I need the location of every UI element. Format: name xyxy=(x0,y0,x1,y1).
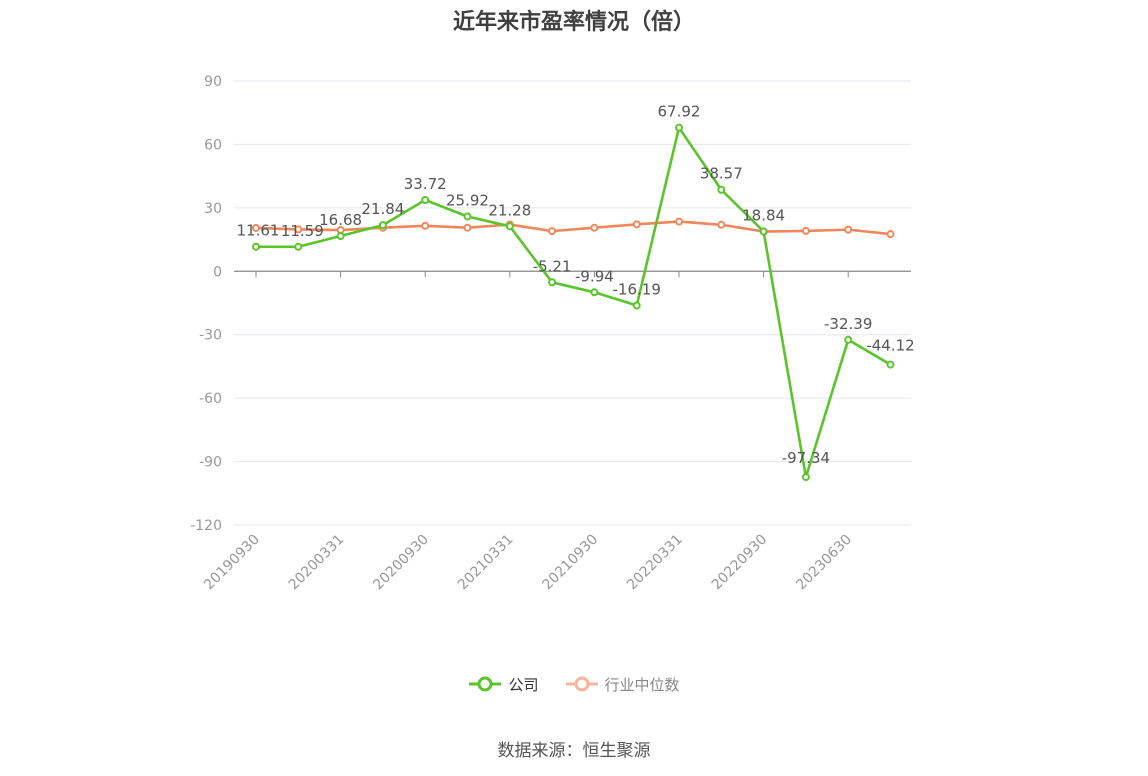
industry-point xyxy=(717,220,726,229)
data-label: 38.57 xyxy=(700,165,743,183)
y-tick-label: -60 xyxy=(199,391,222,407)
x-tick-label: 20200331 xyxy=(286,532,348,594)
data-label: 25.92 xyxy=(446,191,489,209)
industry-point xyxy=(252,223,260,232)
data-label: -16.19 xyxy=(613,281,661,299)
x-tick-label: 20220930 xyxy=(709,532,771,594)
data-label: -97.34 xyxy=(782,449,830,467)
x-tick-label: 20210331 xyxy=(455,532,517,594)
data-label: 11.61 xyxy=(237,222,280,240)
company-point xyxy=(632,301,641,310)
legend-industry-line-icon xyxy=(565,676,598,692)
industry-point xyxy=(886,230,895,239)
company-point xyxy=(801,473,810,482)
company-point xyxy=(378,221,387,230)
y-tick-label: 90 xyxy=(204,74,222,90)
company-point xyxy=(548,278,557,287)
company-point xyxy=(421,195,430,204)
data-label: 18.84 xyxy=(742,206,785,224)
industry-point xyxy=(801,226,810,235)
data-label: -9.94 xyxy=(575,267,614,285)
x-tick-label: 20210930 xyxy=(540,532,602,594)
grid-layer xyxy=(234,80,911,526)
industry-point xyxy=(844,225,853,234)
industry-line xyxy=(255,220,891,236)
company-point xyxy=(336,232,345,241)
y-tick-label: -120 xyxy=(190,518,222,534)
data-label: 21.28 xyxy=(488,201,531,219)
company-point xyxy=(505,222,514,231)
industry-point xyxy=(548,227,557,236)
y-tick-label: 60 xyxy=(204,137,222,153)
company-point xyxy=(886,360,895,369)
legend-company-label: 公司 xyxy=(508,675,539,694)
company-line xyxy=(255,126,892,479)
chart-title: 近年来市盈率情况（倍） xyxy=(452,10,695,35)
x-tick-label: 20200930 xyxy=(370,532,432,594)
industry-point xyxy=(463,223,472,232)
company-point xyxy=(294,242,303,251)
x-tick-label: 20230630 xyxy=(793,532,855,594)
industry-point xyxy=(421,221,430,230)
legend-company-line-icon xyxy=(469,676,502,692)
y-tick-label: 30 xyxy=(204,201,222,217)
industry-point xyxy=(675,217,683,226)
data-label: -44.12 xyxy=(866,337,914,355)
company-point xyxy=(675,123,683,132)
data-label: -32.39 xyxy=(824,315,872,333)
industry-point xyxy=(294,225,303,234)
company-point xyxy=(759,227,768,236)
series-layer xyxy=(252,123,895,482)
company-point xyxy=(844,335,853,344)
x-tick-label: 20190930 xyxy=(201,532,263,594)
company-point xyxy=(252,242,260,251)
industry-point xyxy=(632,220,641,229)
y-tick-label: -90 xyxy=(199,455,222,471)
data-label: 21.84 xyxy=(361,200,404,218)
data-source: 数据来源：恒生聚源 xyxy=(497,741,651,761)
data-label: 16.68 xyxy=(319,211,362,229)
company-point xyxy=(463,212,472,221)
data-label: 11.59 xyxy=(281,222,324,240)
data-label: -5.21 xyxy=(533,257,572,275)
legend-industry-label: 行业中位数 xyxy=(604,675,680,694)
x-tick-label: 20220331 xyxy=(624,532,686,594)
y-tick-label: -30 xyxy=(199,328,222,344)
legend-item-company[interactable]: 公司 xyxy=(468,672,539,696)
data-label: 67.92 xyxy=(658,103,701,121)
industry-point xyxy=(590,223,599,232)
company-point xyxy=(590,288,599,297)
legend: 公司 行业中位数 xyxy=(0,672,1148,696)
company-point xyxy=(717,185,726,194)
y-tick-label: 0 xyxy=(213,264,222,280)
data-label: 33.72 xyxy=(404,175,447,193)
legend-item-industry[interactable]: 行业中位数 xyxy=(565,672,680,696)
